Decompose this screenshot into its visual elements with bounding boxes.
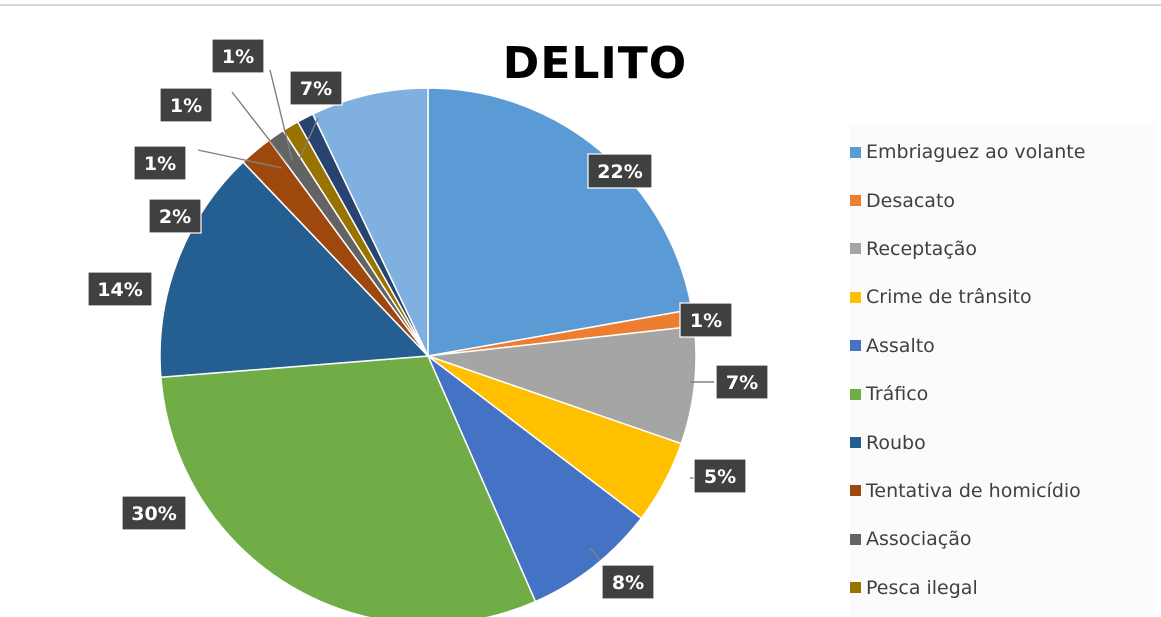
legend-item-desacato: Desacato — [850, 176, 1155, 224]
legend-label: Desacato — [866, 189, 956, 212]
legend-swatch — [850, 485, 861, 497]
data-label-text: 1% — [144, 153, 176, 175]
legend-swatch — [850, 340, 861, 352]
legend-label: Receptação — [866, 237, 978, 260]
data-label-box — [148, 198, 202, 234]
data-label-box — [133, 145, 187, 181]
data-label: 30% — [121, 495, 187, 531]
data-label-box — [601, 564, 655, 600]
data-label-text: 5% — [704, 466, 736, 488]
pie-slice-roubo — [159, 160, 430, 379]
data-label-text: 1% — [222, 46, 254, 68]
legend-item-trafico: Tráfico — [850, 370, 1155, 418]
legend-label: Roubo — [866, 431, 926, 454]
data-label-text: 8% — [612, 572, 644, 594]
pie-slice-trafico — [160, 355, 537, 617]
data-label: 1% — [133, 145, 187, 181]
pie-slice-embriaguez-ao-volante — [427, 87, 693, 357]
legend-swatch — [850, 582, 861, 594]
data-label-box — [715, 364, 769, 400]
data-label: 5% — [693, 458, 747, 494]
data-label-box — [87, 271, 153, 307]
data-label-text: 7% — [726, 372, 758, 394]
legend: Embriaguez ao volante Desacato Receptação C… — [850, 124, 1155, 616]
legend-label: Assalto — [866, 334, 935, 357]
data-label-text: 22% — [597, 161, 642, 183]
legend-item-roubo: Roubo — [850, 418, 1155, 466]
legend-item-embriaguez-ao-volante: Embriaguez ao volante — [850, 128, 1155, 176]
data-label-box — [211, 38, 265, 74]
data-label: 1% — [211, 38, 265, 74]
data-label: 7% — [715, 364, 769, 400]
data-label-text: 7% — [300, 78, 332, 100]
data-label-text: 1% — [170, 95, 202, 117]
data-label-box — [587, 153, 653, 189]
legend-swatch — [850, 243, 861, 255]
legend-label: Tráfico — [866, 383, 929, 406]
legend-label: Tentativa de homicídio — [866, 479, 1081, 502]
data-label-text: 30% — [131, 503, 176, 525]
legend-swatch — [850, 388, 861, 400]
legend-swatch — [850, 195, 861, 207]
data-label-box — [159, 87, 213, 123]
data-label-box — [693, 458, 747, 494]
leader-line — [589, 547, 601, 561]
legend-label: Pesca ilegal — [866, 576, 978, 599]
data-label-box — [121, 495, 187, 531]
legend-item-associacao: Associação — [850, 515, 1155, 563]
chart-title: DELITO — [502, 38, 688, 89]
data-label-text: 2% — [159, 206, 191, 228]
data-label-box — [289, 70, 343, 106]
legend-item-assalto: Assalto — [850, 322, 1155, 370]
legend-item-receptacao: Receptação — [850, 225, 1155, 273]
pie-slice-assalto — [426, 353, 643, 603]
data-label-box — [679, 302, 733, 338]
leader-line — [299, 117, 319, 159]
pie-slice-series-11 — [311, 87, 429, 357]
legend-item-crime-de-transito: Crime de trânsito — [850, 273, 1155, 321]
legend-item-pesca-ilegal: Pesca ilegal — [850, 564, 1155, 612]
legend-swatch — [850, 437, 861, 449]
data-label: 7% — [289, 70, 343, 106]
data-label-text: 1% — [690, 310, 722, 332]
data-label: 8% — [601, 564, 655, 600]
leader-line — [231, 91, 289, 165]
data-label: 1% — [679, 302, 733, 338]
legend-label: Crime de trânsito — [866, 286, 1032, 309]
leader-line — [197, 149, 283, 169]
legend-label: Embriaguez ao volante — [866, 141, 1086, 164]
legend-swatch — [850, 291, 861, 303]
data-label-text: 14% — [97, 279, 142, 301]
data-label: 14% — [87, 271, 153, 307]
legend-swatch — [850, 533, 861, 545]
data-label: 22% — [587, 153, 653, 189]
top-divider — [0, 4, 1161, 6]
data-label: 2% — [148, 198, 202, 234]
data-label: 1% — [159, 87, 213, 123]
legend-swatch — [850, 146, 861, 158]
leader-line — [269, 69, 293, 161]
legend-label: Associação — [866, 528, 972, 551]
legend-item-tentativa-de-homicidio: Tentativa de homicídio — [850, 467, 1155, 515]
